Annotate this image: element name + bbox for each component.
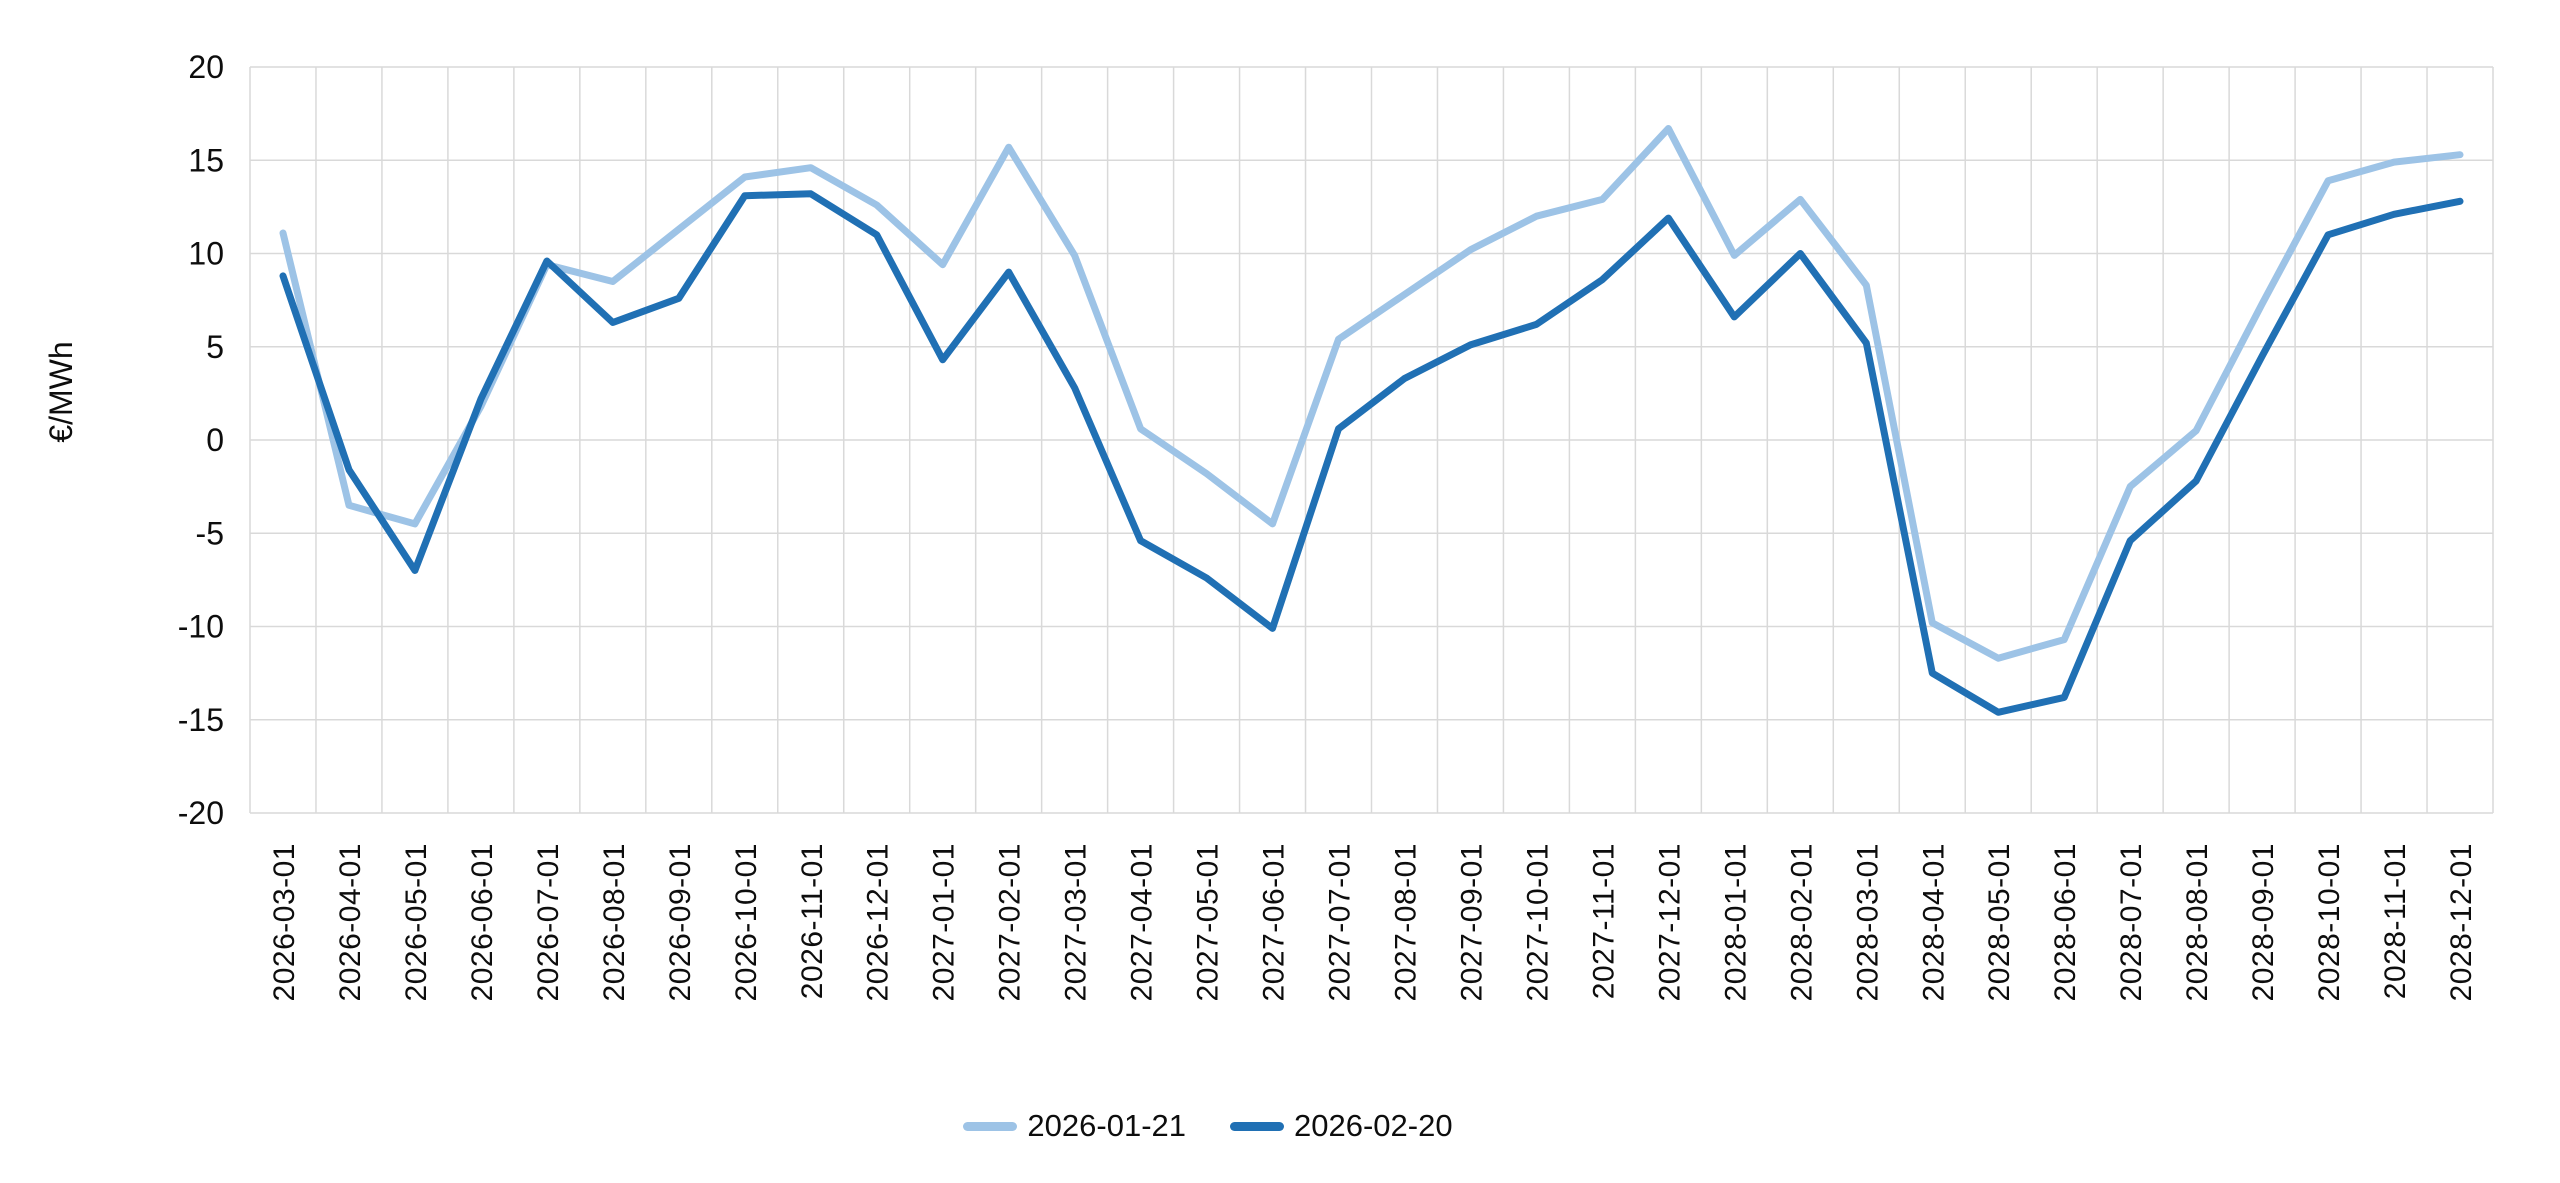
legend-label: 2026-01-21	[1027, 1108, 1186, 1143]
x-tick-label: 2026-09-01	[664, 843, 697, 1001]
legend-item: 2026-01-21	[963, 1108, 1186, 1144]
x-tick-label: 2027-07-01	[1324, 843, 1357, 1001]
series-line-2026-01-21	[279, 125, 2464, 662]
x-tick-label: 2027-10-01	[1521, 843, 1554, 1001]
x-tick-label: 2027-01-01	[928, 843, 961, 1001]
x-tick-label: 2028-08-01	[2181, 843, 2214, 1001]
x-tick-label: 2026-04-01	[334, 843, 367, 1001]
x-tick-label: 2026-07-01	[532, 843, 565, 1001]
y-tick-label: -20	[178, 795, 224, 831]
y-tick-label: 0	[206, 422, 224, 458]
legend-label: 2026-02-20	[1294, 1108, 1453, 1143]
x-tick-label: 2028-12-01	[2445, 843, 2478, 1001]
y-tick-label: -10	[178, 609, 224, 645]
x-tick-label: 2028-10-01	[2313, 843, 2346, 1001]
y-axis-title: €/MWh	[43, 341, 79, 442]
legend-item: 2026-02-20	[1230, 1108, 1453, 1144]
x-tick-label: 2026-08-01	[598, 843, 631, 1001]
x-tick-label: 2027-11-01	[1587, 843, 1620, 999]
series-line-2026-02-20	[279, 190, 2464, 716]
x-tick-label: 2027-09-01	[1456, 843, 1489, 1001]
x-tick-label: 2026-03-01	[268, 843, 301, 1001]
x-tick-label: 2026-05-01	[400, 843, 433, 1001]
x-tick-label: 2027-02-01	[994, 843, 1027, 1001]
x-tick-label: 2028-01-01	[1719, 843, 1752, 1001]
x-tick-label: 2027-12-01	[1653, 843, 1686, 1001]
y-tick-label: -15	[178, 702, 224, 738]
y-tick-label: 20	[188, 49, 224, 85]
x-tick-label: 2026-11-01	[796, 843, 829, 999]
x-tick-label: 2028-07-01	[2115, 843, 2148, 1001]
line-chart: 20 15 10 5 0 -5 -10 -15 -20 €/MWh 2026-03-01 2026-0…	[43, 49, 2494, 1001]
x-tick-label: 2028-11-01	[2379, 843, 2412, 999]
x-tick-label: 2026-06-01	[466, 843, 499, 1001]
x-tick-label: 2028-06-01	[2049, 843, 2082, 1001]
x-tick-label: 2027-03-01	[1060, 843, 1093, 1001]
y-tick-label: 10	[188, 236, 224, 272]
x-tick-label: 2028-03-01	[1851, 843, 1884, 1001]
x-tick-label: 2026-10-01	[730, 843, 763, 1001]
x-tick-label: 2028-02-01	[1785, 843, 1818, 1001]
x-tick-label: 2028-04-01	[1917, 843, 1950, 1001]
x-tick-label: 2028-09-01	[2247, 843, 2280, 1001]
y-tick-label: 5	[206, 329, 224, 365]
legend-swatch	[1230, 1121, 1284, 1131]
y-tick-label: 15	[188, 142, 224, 178]
x-tick-label: 2027-06-01	[1258, 843, 1291, 1001]
legend-swatch	[963, 1121, 1018, 1131]
x-tick-label: 2027-05-01	[1192, 843, 1225, 1001]
x-tick-label: 2026-12-01	[862, 843, 895, 1001]
x-tick-label: 2028-05-01	[1983, 843, 2016, 1001]
y-tick-label: -5	[196, 515, 224, 551]
x-tick-label: 2027-08-01	[1390, 843, 1423, 1001]
x-tick-label: 2027-04-01	[1126, 843, 1159, 1001]
chart-legend: 2026-01-21 2026-02-20	[0, 1096, 2488, 1156]
